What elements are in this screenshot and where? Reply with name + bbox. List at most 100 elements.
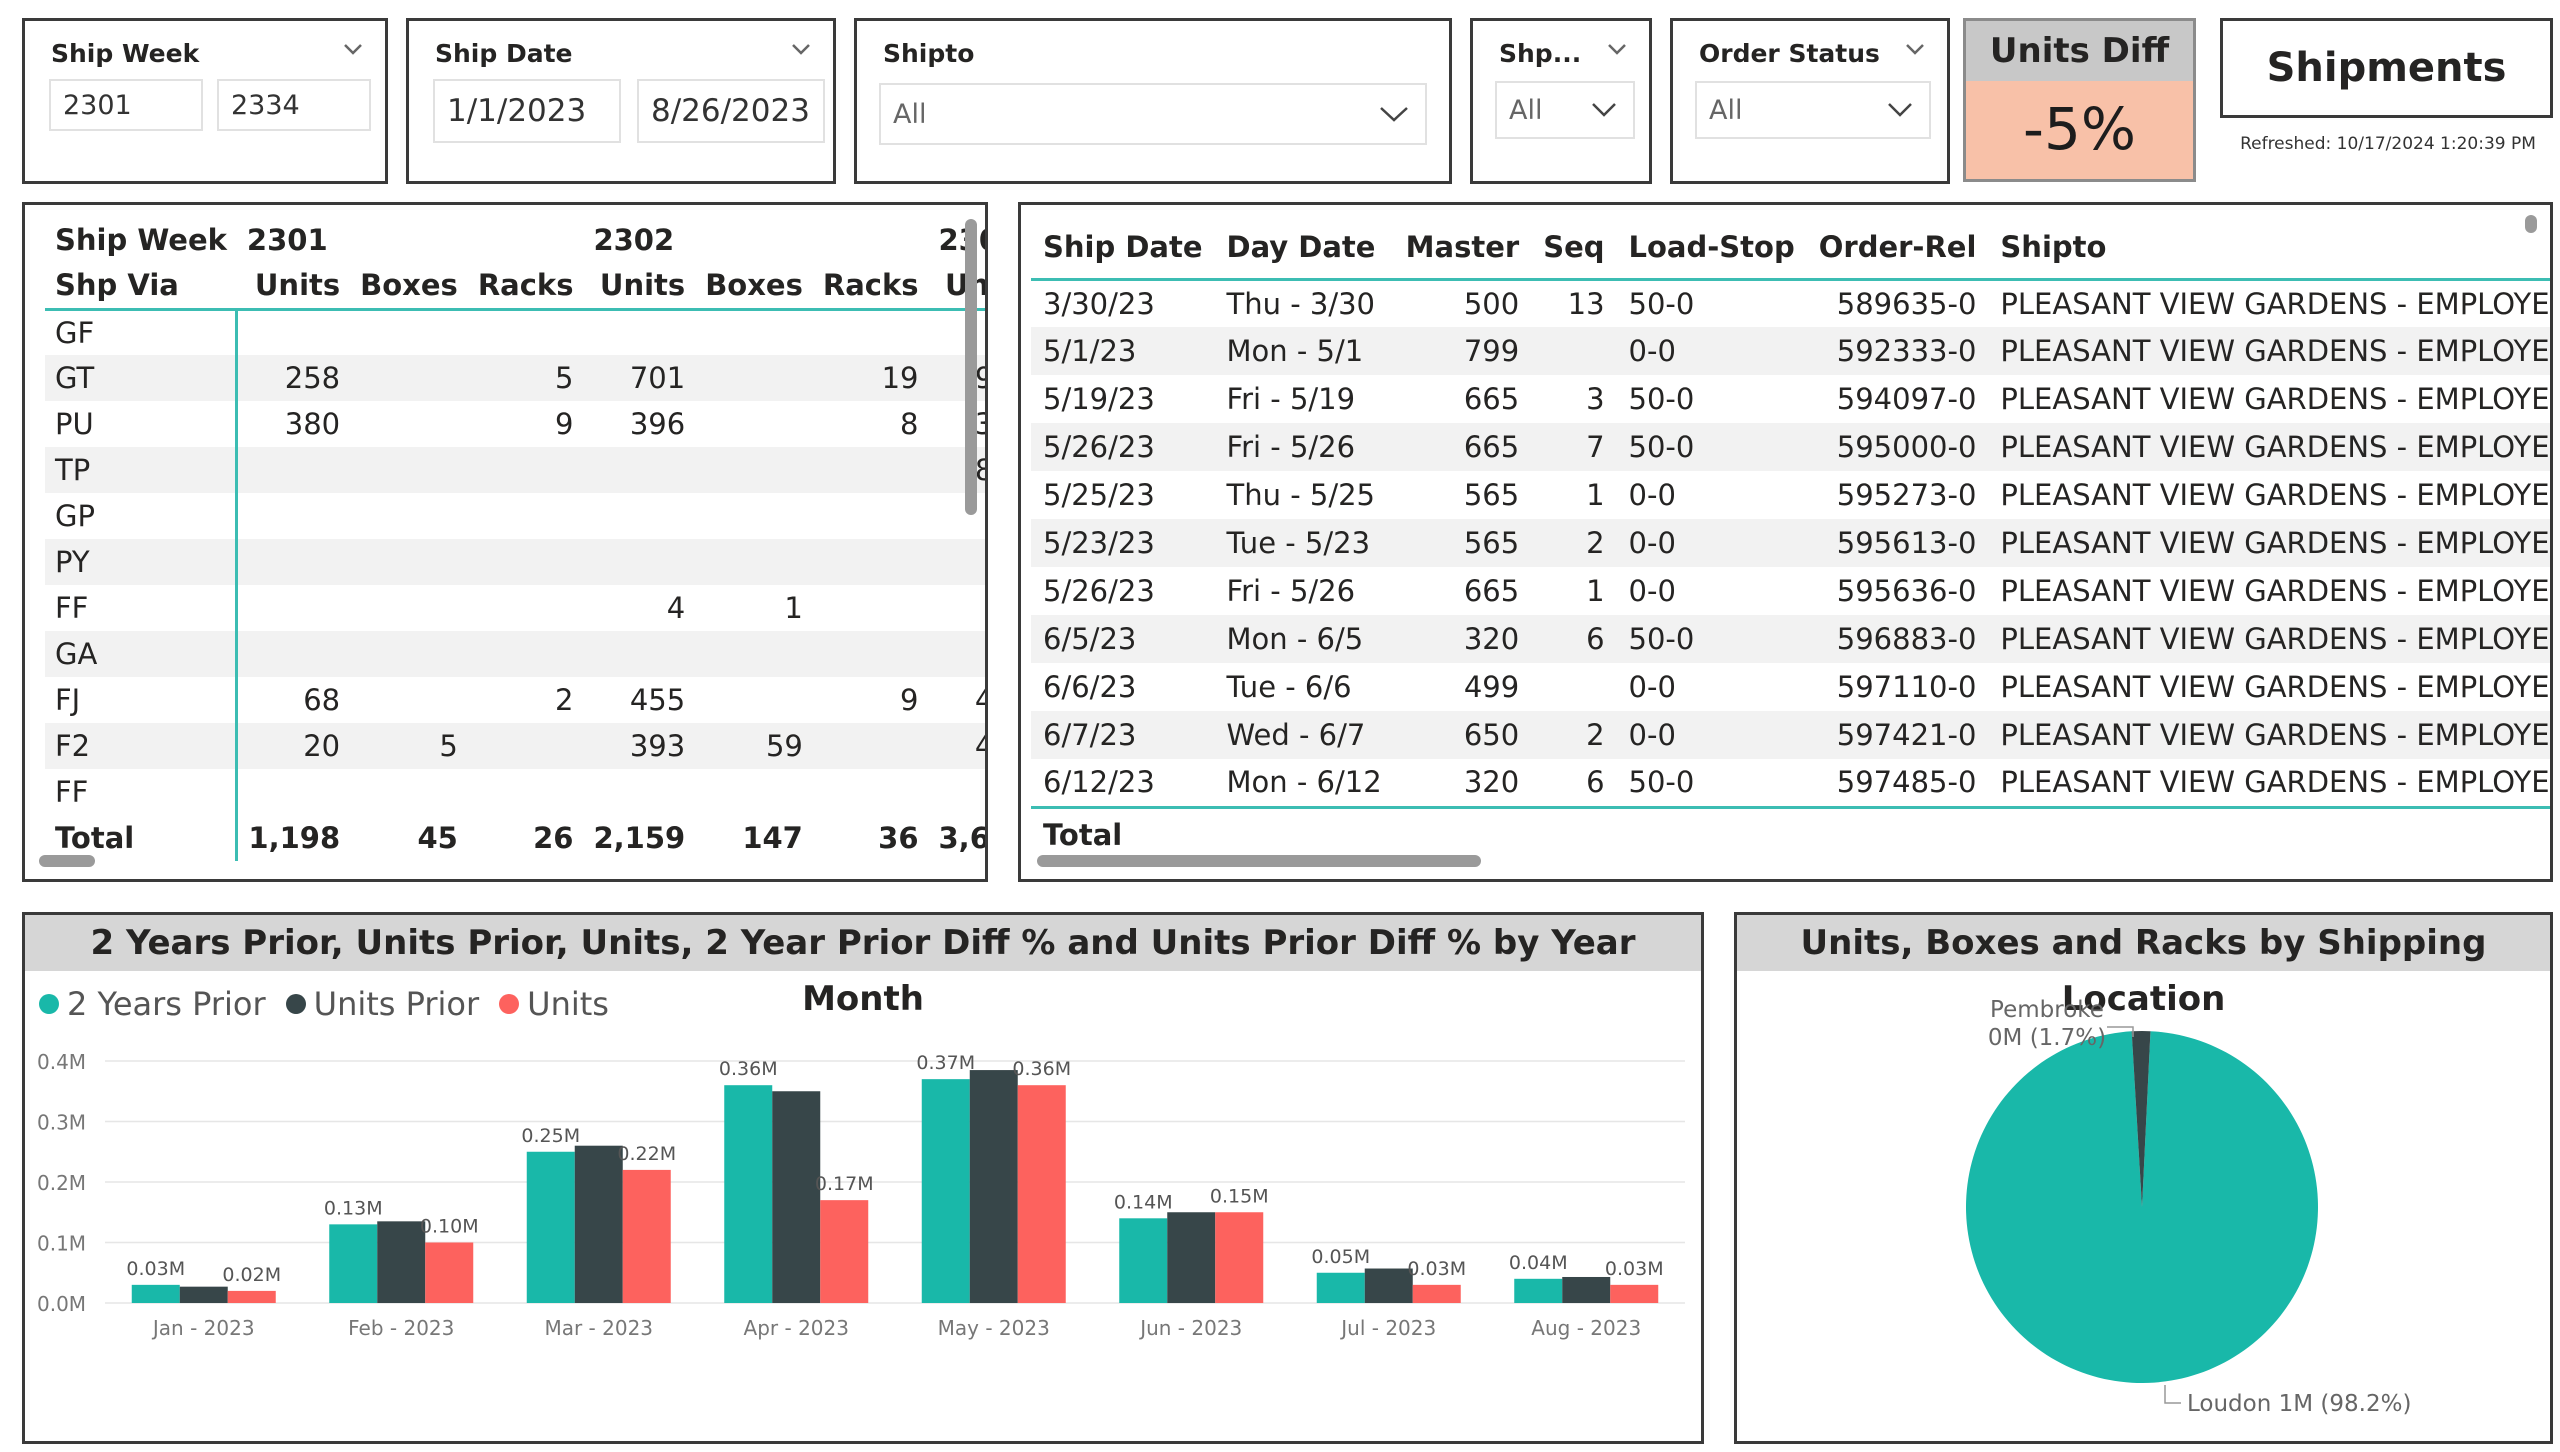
ship-week-from-input[interactable]: 2301 [49, 79, 203, 131]
pie-label-loudon: Loudon 1M (98.2%) [2187, 1391, 2411, 1417]
legend-item[interactable]: 2 Years Prior [39, 985, 266, 1023]
matrix-cell: 396 [629, 407, 686, 441]
table-row[interactable]: 5/26/23 Fri - 5/26 665 1 0-0 595636-0 PLEASANT… [1031, 567, 2550, 615]
ship-date-from-input[interactable]: 1/1/2023 [433, 79, 621, 143]
order-status-slicer[interactable]: Order Status All [1670, 18, 1950, 184]
matrix-horizontal-scrollbar[interactable] [39, 855, 95, 867]
x-tick-label: Jul - 2023 [1339, 1316, 1436, 1340]
ship-via-dropdown[interactable]: All [1495, 81, 1635, 139]
matrix-measure-header[interactable]: Racks [822, 268, 919, 303]
detail-cell: 499 [1463, 670, 1520, 704]
table-row[interactable]: FF 20 [45, 769, 985, 815]
matrix-cell [695, 355, 813, 401]
matrix-measure-header[interactable]: Boxes [360, 268, 458, 303]
table-row[interactable]: GF [45, 309, 985, 355]
y-tick-label: 0.3M [37, 1111, 86, 1135]
matrix-measure-header[interactable]: Units [929, 263, 985, 309]
detail-total-cell [1988, 807, 2550, 861]
table-row[interactable]: 5/1/23 Mon - 5/1 799 0-0 592333-0 PLEASANT VI… [1031, 327, 2550, 375]
detail-cell: Mon - 6/12 [1226, 765, 1382, 800]
chevron-down-icon[interactable] [1603, 37, 1631, 61]
detail-horizontal-scrollbar[interactable] [1037, 855, 1481, 867]
detail-column-header[interactable]: Shipto [2000, 230, 2107, 265]
matrix-week-header[interactable]: 2301 [246, 223, 328, 257]
table-row[interactable]: GP [45, 493, 985, 539]
table-row[interactable]: PU 380 9 396 8 309 [45, 401, 985, 447]
detail-total-row: Total [1031, 807, 2550, 861]
bar [377, 1221, 426, 1303]
detail-cell: PLEASANT VIEW GARDENS - EMPLOYEE SLIPS [2000, 765, 2553, 800]
table-row[interactable]: 6/7/23 Wed - 6/7 650 2 0-0 597421-0 PLEASANT V… [1031, 711, 2550, 759]
table-row[interactable]: 6/12/23 Mon - 6/12 320 6 50-0 597485-0 PLEASAN… [1031, 759, 2553, 807]
bar-chart-plot: 0.0M 0.1M 0.2M 0.3M 0.4M Jan - 2023 0.03M 0.02M… [37, 1050, 1685, 1340]
detail-column-header[interactable]: Load-Stop [1628, 230, 1795, 265]
ship-date-slicer[interactable]: Ship Date 1/1/2023 8/26/2023 [406, 18, 836, 184]
matrix-cell [467, 447, 584, 493]
chevron-down-icon[interactable] [787, 37, 815, 61]
table-row[interactable]: TP 870 [45, 447, 985, 493]
bar [526, 1151, 575, 1303]
matrix-measure-header[interactable]: Units [254, 268, 341, 303]
matrix-measure-header[interactable]: Boxes [705, 268, 803, 303]
bar [131, 1284, 180, 1303]
detail-column-header[interactable]: Master [1405, 230, 1520, 265]
detail-column-header[interactable]: Order-Rel [1818, 230, 1977, 265]
table-row[interactable]: 5/25/23 Thu - 5/25 565 1 0-0 595273-0 PLEASANT… [1031, 471, 2550, 519]
table-row[interactable]: GA [45, 631, 985, 677]
matrix-vertical-scrollbar[interactable] [965, 219, 977, 515]
matrix-row-header: GF [45, 309, 239, 355]
table-row[interactable]: 6/6/23 Tue - 6/6 499 0-0 597110-0 PLEASANT VI… [1031, 663, 2550, 711]
ship-week-to-input[interactable]: 2334 [217, 79, 371, 131]
matrix-row-header: F2 [45, 723, 239, 769]
shipto-slicer[interactable]: Shipto All [854, 18, 1452, 184]
matrix-measure-header[interactable]: Units [599, 268, 686, 303]
detail-column-header[interactable]: Seq [1543, 230, 1605, 265]
matrix-cell [812, 447, 929, 493]
legend-item[interactable]: Units Prior [285, 985, 479, 1023]
detail-column-header[interactable]: Day Date [1226, 230, 1376, 265]
detail-cell [1531, 663, 1616, 711]
detail-cell: 0-0 [1616, 327, 1807, 375]
detail-cell: 594097-0 [1836, 382, 1977, 416]
matrix-measure-header[interactable]: Racks [477, 268, 574, 303]
table-row[interactable]: 5/26/23 Fri - 5/26 665 7 50-0 595000-0 PLEASAN… [1031, 423, 2550, 471]
table-row[interactable]: FJ 68 2 455 9 456 [45, 677, 985, 723]
pie-slice-loudon [1966, 1031, 2318, 1383]
ship-date-to-input[interactable]: 8/26/2023 [637, 79, 825, 143]
detail-column-header[interactable]: Ship Date [1043, 230, 1203, 265]
detail-cell: 2 [1531, 519, 1617, 567]
matrix-cell: 59 [695, 723, 813, 769]
table-row[interactable]: 3/30/23 Thu - 3/30 500 13 50-0 589635-0 PLEASA… [1031, 279, 2550, 327]
detail-cell: 595273-0 [1836, 478, 1977, 512]
shipto-dropdown[interactable]: All [879, 83, 1427, 145]
table-row[interactable]: 5/19/23 Fri - 5/19 665 3 50-0 594097-0 PLEASAN… [1031, 375, 2550, 423]
matrix-week-header[interactable]: 2303 [938, 223, 986, 257]
order-status-dropdown[interactable]: All [1695, 81, 1931, 139]
matrix-total-cell: 45 [417, 821, 458, 855]
matrix-cell: 976 [928, 355, 985, 401]
matrix-cell: 4 [666, 591, 686, 625]
matrix-cell [813, 769, 929, 815]
ship-via-slicer[interactable]: Shp... All [1470, 18, 1652, 184]
data-label: 0.02M [222, 1264, 281, 1286]
chevron-down-icon[interactable] [339, 37, 367, 61]
table-row[interactable]: FF 4 1 [45, 585, 985, 631]
table-row[interactable]: 6/5/23 Mon - 6/5 320 6 50-0 596883-0 PLEASANT … [1031, 615, 2550, 663]
chevron-down-icon[interactable] [1901, 37, 1929, 61]
matrix-cell [695, 493, 813, 539]
matrix-cell [350, 769, 468, 815]
detail-vertical-scrollbar[interactable] [2525, 215, 2537, 233]
table-row[interactable]: 5/23/23 Tue - 5/23 565 2 0-0 595613-0 PLEASANT… [1031, 519, 2550, 567]
detail-cell: 5/26/23 [1043, 574, 1155, 608]
matrix-total-cell: 1,198 [248, 821, 341, 855]
table-row[interactable]: PY [45, 539, 985, 585]
detail-cell: 665 [1463, 574, 1520, 608]
bar [1215, 1212, 1264, 1303]
matrix-cell: 5 [467, 355, 584, 401]
legend-item[interactable]: Units [499, 985, 609, 1023]
matrix-week-header[interactable]: 2302 [593, 223, 675, 257]
matrix-cell [583, 631, 696, 677]
ship-week-slicer[interactable]: Ship Week 2301 2334 [22, 18, 388, 184]
